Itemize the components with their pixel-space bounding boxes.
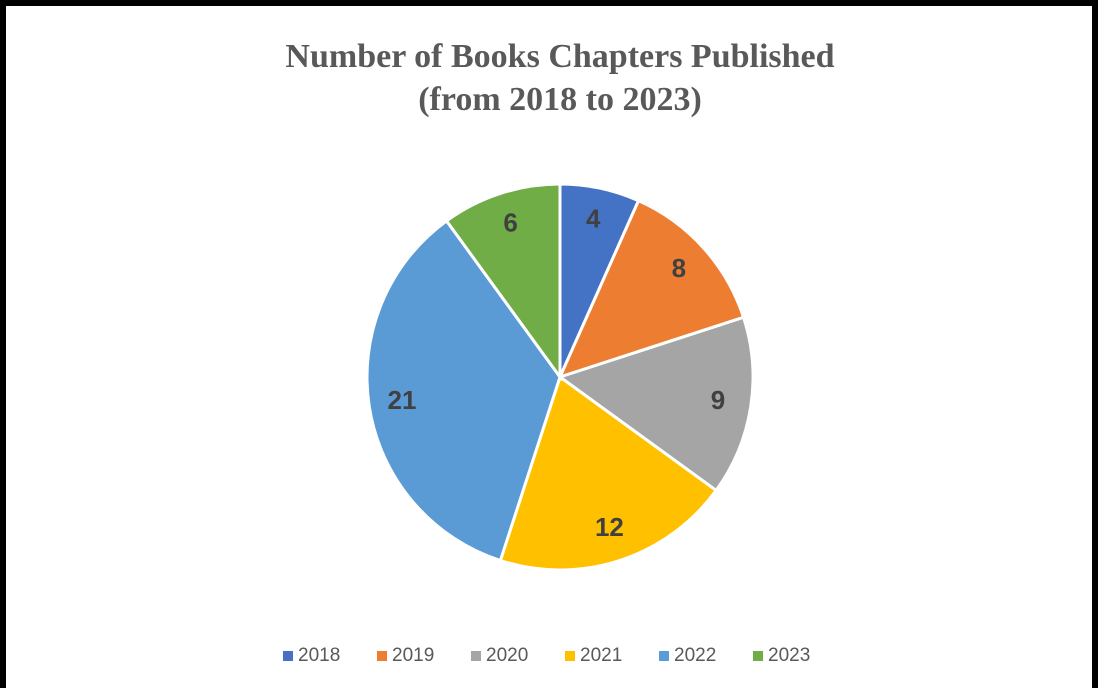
- legend-swatch: [283, 651, 293, 661]
- legend-label: 2020: [486, 645, 528, 666]
- data-label: 21: [388, 385, 417, 415]
- data-label: 6: [503, 208, 517, 238]
- pie-slice: [498, 374, 719, 572]
- pie-slice: [365, 218, 562, 563]
- chart-subtitle: (from 2018 to 2023): [418, 81, 702, 118]
- legend-label: 2022: [674, 645, 716, 666]
- data-label: 9: [711, 385, 725, 415]
- pie-slice: [556, 315, 755, 493]
- legend-swatch: [471, 651, 481, 661]
- data-label: 12: [595, 512, 624, 542]
- legend-swatch: [659, 651, 669, 661]
- data-label: 4: [586, 203, 601, 233]
- legend-swatch: [377, 651, 387, 661]
- legend-label: 2018: [298, 645, 340, 666]
- pie-slice: [444, 182, 562, 382]
- legend-label: 2023: [768, 645, 810, 666]
- chart-title: Number of Books Chapters Published: [285, 38, 834, 75]
- legend-swatch: [565, 651, 575, 661]
- legend-label: 2019: [392, 645, 434, 666]
- legend-label: 2021: [580, 645, 622, 666]
- pie-slice: [557, 198, 746, 380]
- data-label: 8: [672, 253, 686, 283]
- legend-swatch: [753, 651, 763, 661]
